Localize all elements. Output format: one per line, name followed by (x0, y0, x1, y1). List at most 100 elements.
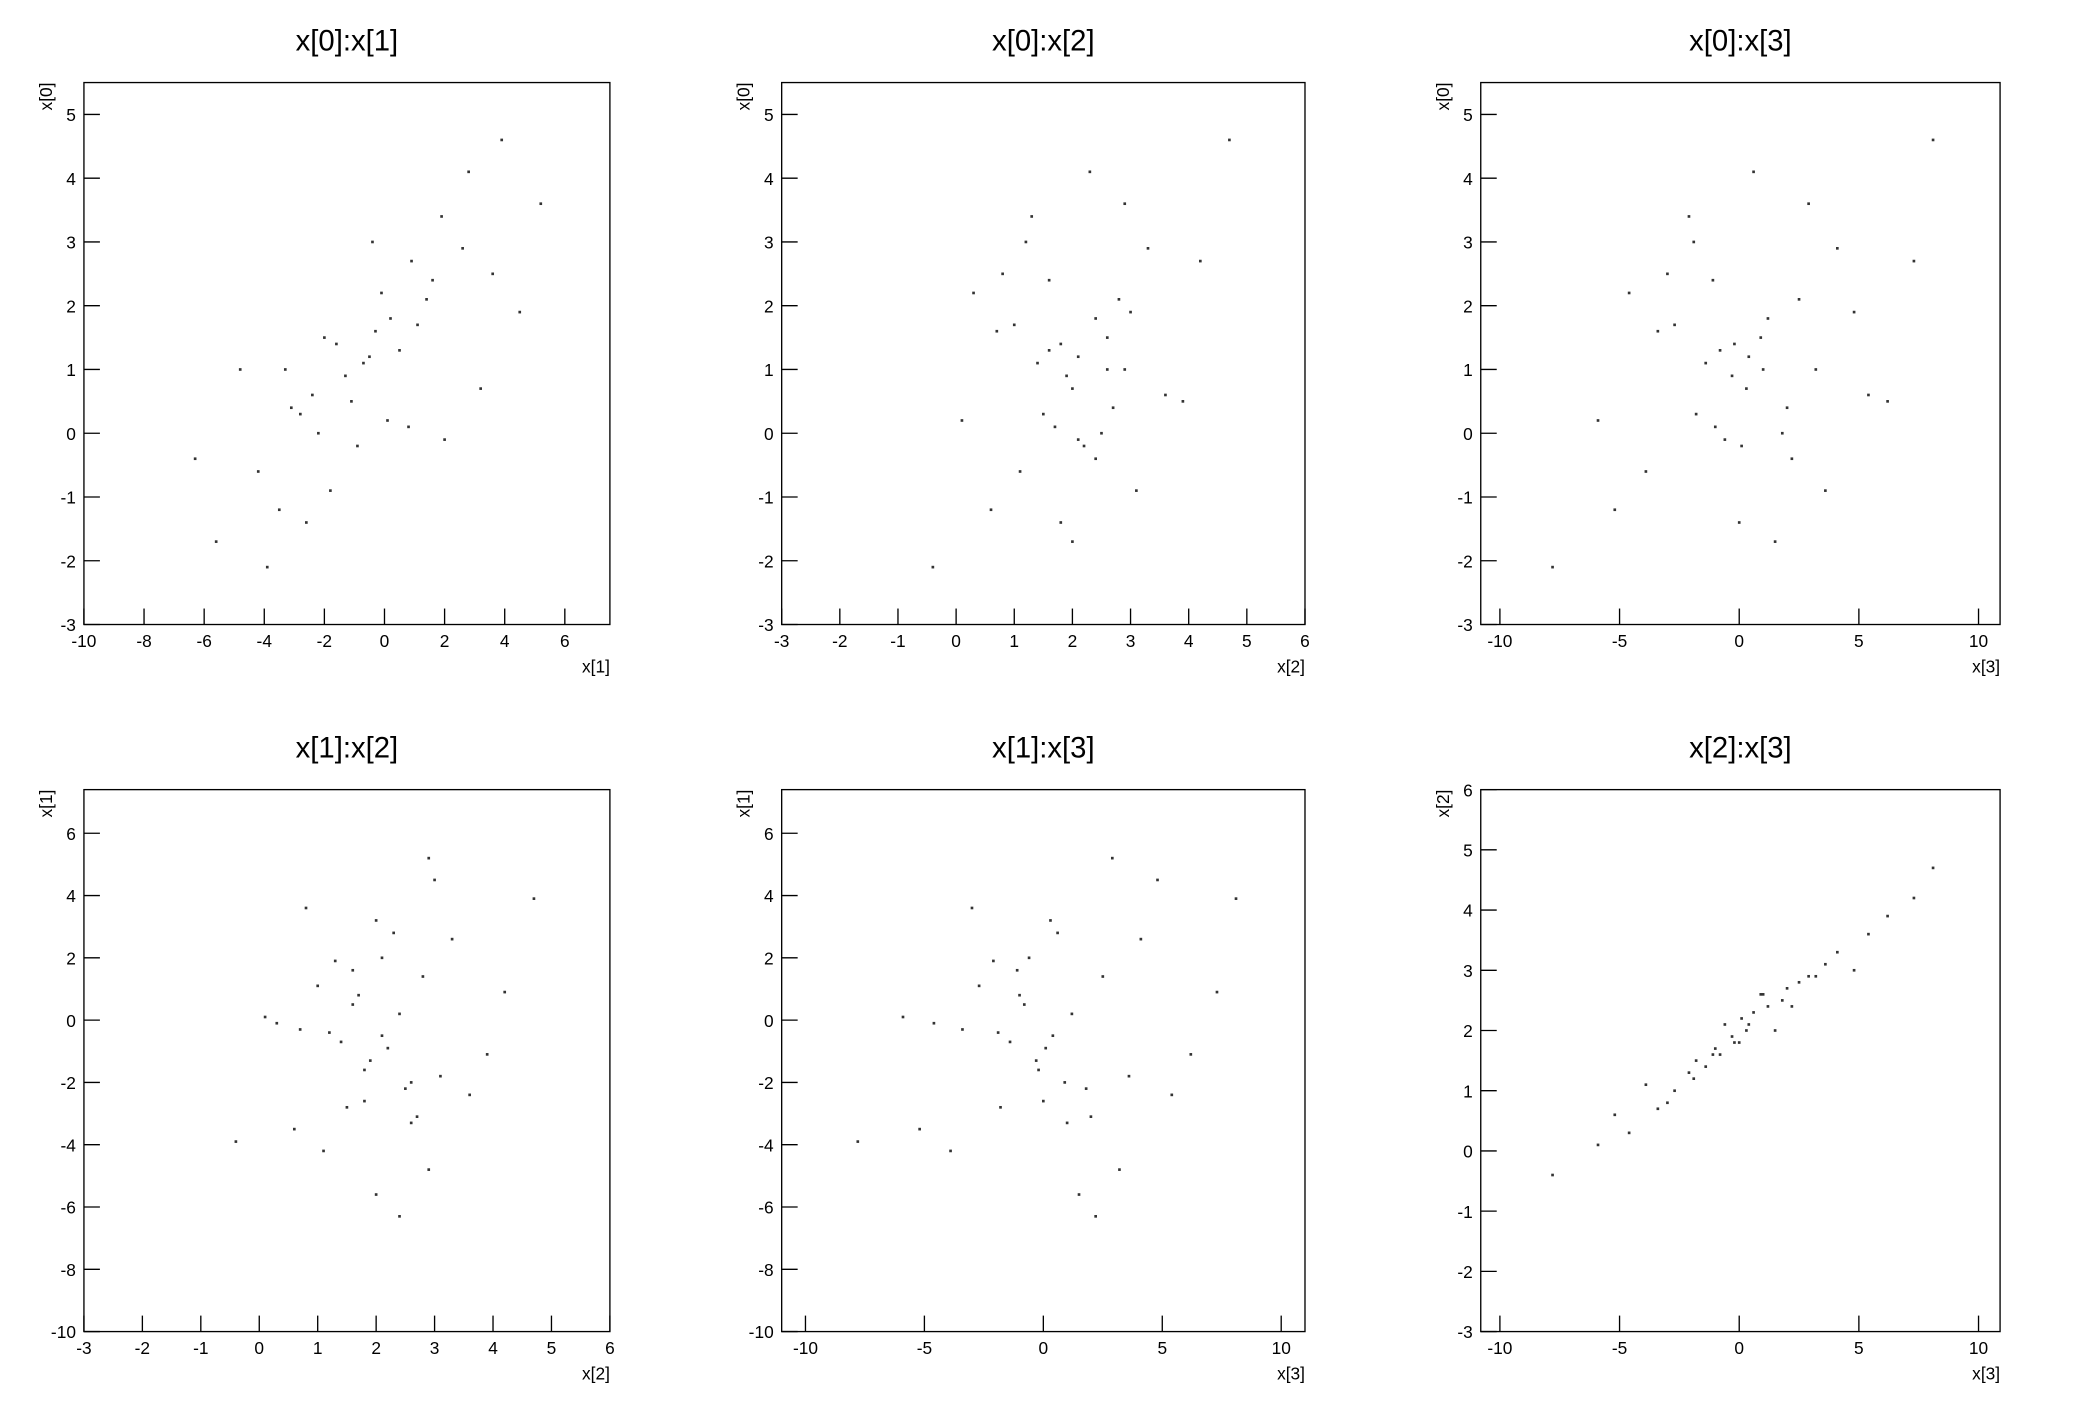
point (1711, 278, 1715, 282)
point (1761, 368, 1765, 371)
x-tick-label: -10 (793, 1338, 818, 1358)
point (1852, 968, 1856, 972)
point (1156, 878, 1159, 882)
point (1047, 349, 1051, 352)
x-tick-label: -5 (917, 1338, 932, 1358)
y-tick-label: 3 (66, 233, 76, 253)
point (1139, 937, 1143, 941)
point (1117, 298, 1121, 301)
y-tick-label: -10 (51, 1322, 76, 1342)
point (1694, 1059, 1698, 1062)
point (539, 202, 543, 206)
point (1170, 1093, 1174, 1097)
point (918, 1127, 921, 1131)
point (1814, 368, 1818, 371)
y-axis-label: x[0] (1433, 83, 1453, 111)
x-axis-label: x[3] (1277, 1364, 1305, 1384)
x-tick-label: -6 (196, 631, 211, 651)
point (1704, 361, 1708, 365)
point (1056, 931, 1059, 935)
x-tick-label: 5 (1854, 631, 1864, 651)
point (1105, 336, 1109, 339)
point (363, 1068, 366, 1072)
y-tick-label: 4 (66, 169, 76, 189)
y-tick-label: 4 (764, 169, 774, 189)
point (363, 1099, 366, 1103)
point (392, 931, 396, 935)
plot-frame (83, 788, 611, 1333)
point (1666, 1101, 1669, 1105)
y-tick-label: 1 (1463, 360, 1473, 380)
point (1836, 950, 1839, 954)
x-tick-label: -3 (76, 1338, 91, 1358)
point (1737, 1041, 1741, 1044)
plot-frame (781, 788, 1306, 1333)
x-tick-label: 0 (1734, 1338, 1744, 1358)
point (1146, 246, 1150, 250)
point (1065, 374, 1068, 378)
point (1824, 962, 1827, 966)
point (440, 215, 443, 218)
point (311, 393, 314, 397)
y-tick-label: -2 (61, 551, 76, 571)
point (263, 1015, 267, 1019)
point (427, 856, 431, 860)
point (1687, 215, 1691, 218)
point (1022, 1003, 1026, 1006)
x-tick-label: 10 (1272, 1338, 1291, 1358)
point (1627, 291, 1631, 295)
x-tick-label: 5 (1854, 1338, 1864, 1358)
x-tick-label: 4 (500, 631, 510, 651)
point (972, 291, 975, 295)
point (345, 1105, 349, 1109)
point (214, 540, 218, 543)
point (443, 438, 446, 441)
point (1745, 387, 1748, 390)
point (335, 342, 338, 346)
point (1051, 1034, 1055, 1038)
point (503, 990, 507, 994)
point (1785, 406, 1789, 410)
point (234, 1140, 238, 1143)
point (1773, 1029, 1777, 1032)
point (1737, 521, 1741, 524)
point (1613, 1113, 1617, 1117)
point (1094, 1215, 1097, 1218)
x-tick-label: -2 (832, 631, 847, 651)
point (1912, 896, 1916, 900)
point (439, 1074, 442, 1078)
x-tick-label: -3 (774, 631, 789, 651)
x-tick-label: 4 (1184, 631, 1194, 651)
x-tick-label: -4 (257, 631, 273, 651)
point (960, 419, 964, 422)
y-tick-label: 0 (66, 424, 76, 444)
y-tick-label: 6 (66, 824, 76, 844)
x-tick-label: 1 (313, 1338, 323, 1358)
point (328, 1031, 331, 1034)
point (1836, 246, 1839, 250)
y-axis-label: x[2] (1433, 790, 1453, 818)
point (1713, 1047, 1717, 1050)
x-axis-label: x[1] (582, 656, 610, 676)
point (193, 457, 197, 461)
point (238, 368, 242, 371)
point (322, 1149, 325, 1153)
x-tick-label: 2 (371, 1338, 381, 1358)
point (374, 1193, 378, 1196)
point (317, 431, 320, 435)
point (856, 1140, 860, 1143)
point (1867, 932, 1870, 936)
point (1740, 444, 1743, 448)
point (485, 1053, 489, 1056)
point (1644, 1083, 1648, 1087)
x-tick-label: 0 (254, 1338, 264, 1358)
point (450, 937, 454, 941)
point (1111, 406, 1115, 410)
x-tick-label: 6 (1300, 631, 1310, 651)
y-axis-label: x[0] (734, 83, 754, 111)
plot-frame (1480, 788, 2001, 1333)
point (1008, 1040, 1012, 1044)
x-tick-label: -10 (1487, 631, 1512, 651)
x-tick-label: 3 (1126, 631, 1136, 651)
